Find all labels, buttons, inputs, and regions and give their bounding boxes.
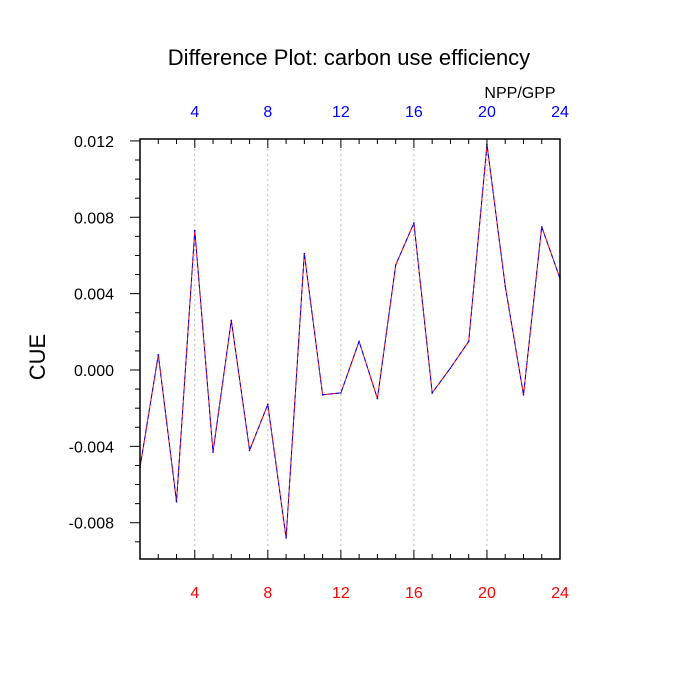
data-point <box>321 394 324 396</box>
x-tick-label-top: 12 <box>332 104 350 121</box>
data-point <box>285 537 287 539</box>
data-point <box>175 500 178 503</box>
tick-layer <box>130 139 561 559</box>
y-tick-label: 0.000 <box>74 363 114 380</box>
x-tick-label-bottom: 24 <box>551 585 569 602</box>
series-line-red <box>139 144 561 539</box>
data-point <box>431 392 433 394</box>
x-tick-label-bottom: 4 <box>190 585 199 602</box>
chart-subtitle: NPP/GPP <box>484 85 555 102</box>
x-tick-label-top: 24 <box>551 104 569 121</box>
x-tick-label-top: 16 <box>405 104 423 121</box>
data-point <box>358 340 360 343</box>
series-layer <box>139 143 561 539</box>
y-tick-label: 0.004 <box>74 287 114 304</box>
label-layer: 4 4 8 8 12 12 16 16 20 20 24 24 -0.008 -0.004 0.000 0.0… <box>69 104 569 602</box>
y-tick-label: -0.004 <box>69 439 114 456</box>
data-point <box>394 264 397 266</box>
x-tick-label-bottom: 8 <box>263 585 272 602</box>
x-tick-label-bottom: 12 <box>332 585 350 602</box>
data-point <box>230 319 233 322</box>
data-point <box>413 222 415 224</box>
data-point <box>340 392 342 394</box>
x-tick-label-bottom: 20 <box>478 585 496 602</box>
grid-layer <box>194 139 488 559</box>
data-point <box>449 367 452 369</box>
y-tick-label: 0.008 <box>74 210 114 227</box>
y-tick-label: 0.012 <box>74 134 114 151</box>
x-tick-label-top: 8 <box>263 104 272 121</box>
y-axis-label: CUE <box>25 334 50 380</box>
data-point <box>248 449 251 451</box>
data-point <box>157 353 160 356</box>
y-tick-label: -0.008 <box>69 516 114 533</box>
chart-title: Difference Plot: carbon use efficiency <box>168 45 530 70</box>
x-tick-label-top: 20 <box>478 104 496 121</box>
data-point <box>540 226 543 228</box>
data-point <box>376 397 379 400</box>
series-line-blue-dashed <box>139 144 561 539</box>
data-point <box>267 403 269 406</box>
data-point <box>504 285 507 287</box>
data-point <box>303 252 306 255</box>
x-tick-label-top: 4 <box>190 104 199 121</box>
data-point <box>193 229 196 232</box>
data-point <box>212 451 214 453</box>
data-point <box>467 340 470 343</box>
data-point <box>522 394 525 396</box>
x-tick-label-bottom: 16 <box>405 585 423 602</box>
plot-frame <box>139 138 561 560</box>
